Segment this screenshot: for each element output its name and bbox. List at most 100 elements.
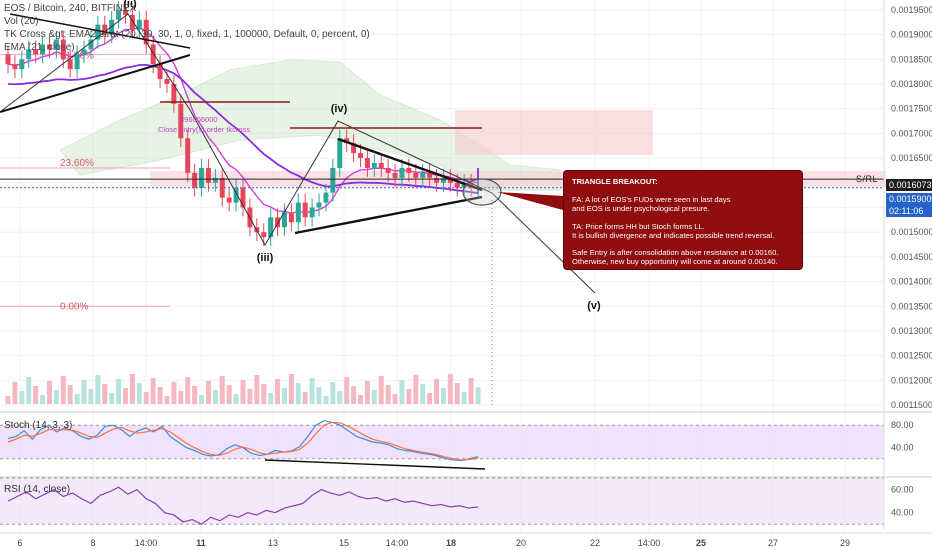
candle-body (185, 138, 191, 173)
chart-legend: EOS / Bitcoin, 240, BITFINEX Vol (20) TK… (4, 2, 370, 54)
time-tick-label: 8 (90, 538, 95, 548)
volume-bar (440, 388, 446, 404)
wedge-line (0, 54, 191, 113)
stoch-band (0, 425, 884, 459)
candle-body (60, 39, 66, 60)
stoch-tick-label: 40.00 (891, 443, 914, 453)
time-tick-label: 29 (840, 538, 850, 548)
fib-label: 0.00% (60, 301, 88, 312)
volume-bar (33, 386, 39, 404)
candle-body (116, 9, 122, 20)
time-tick-label: 20 (516, 538, 526, 548)
time-tick-label: 25 (696, 538, 706, 548)
time-tick-label: 11 (196, 538, 206, 548)
candle-body (171, 83, 177, 104)
ema-label[interactable]: EMA (21, close) (4, 42, 75, 53)
volume-bars (5, 374, 481, 404)
wedge-line (9, 13, 191, 49)
candle-body (88, 39, 94, 50)
volume-bar (378, 376, 384, 404)
candle-body (81, 49, 87, 55)
volume-bar (178, 391, 184, 404)
volume-bar (392, 394, 398, 404)
volume-bar (281, 388, 287, 404)
time-axis: 6 8 14:00 11 13 15 14:00 18 20 22 14:00 25 27 29 (0, 532, 932, 548)
candle-body (281, 212, 287, 228)
volume-bar (427, 393, 433, 404)
volume-bar (219, 376, 225, 404)
symbol-title[interactable]: EOS / Bitcoin, 240, BITFINEX (4, 3, 137, 14)
candle-body (123, 9, 128, 15)
time-tick-label: 18 (446, 538, 456, 548)
volume-bar (316, 387, 322, 404)
candle-body (434, 177, 440, 183)
fib-label: 23.60% (60, 158, 94, 169)
triangle-lower-line (294, 195, 483, 235)
stoch-pane-label[interactable]: Stoch (14, 3, 3) (4, 420, 73, 431)
volume-bar (461, 392, 467, 404)
candle-body (316, 202, 322, 208)
rsi-pane-label[interactable]: RSI (14, close) (4, 484, 71, 495)
stoch-divergence-line (264, 459, 486, 470)
volume-bar (46, 381, 52, 404)
volume-bar (275, 379, 281, 404)
candle-body (440, 177, 446, 183)
slow-ma-line (7, 64, 479, 195)
vol-indicator-label[interactable]: Vol (20) (4, 16, 39, 27)
candle-body (19, 59, 25, 70)
volume-bar (226, 385, 232, 404)
breakout-ellipse (462, 178, 502, 206)
rsi-pane (0, 476, 932, 525)
volume-bar (53, 390, 59, 404)
last-price-tag: 0.00159000 (886, 193, 932, 205)
candle-body (5, 54, 11, 65)
volume-bar (123, 388, 128, 404)
volume-bar (143, 392, 149, 404)
volume-bar (247, 389, 253, 404)
candle-body (323, 192, 329, 203)
callout-line: It is bullish divergence and indicates p… (572, 230, 775, 240)
volume-bar (40, 395, 46, 404)
candle-body (199, 167, 205, 188)
volume-bar (109, 393, 115, 404)
volume-bar (309, 378, 315, 404)
rsi-band (0, 478, 884, 525)
volume-bar (129, 374, 135, 404)
candle-body (344, 138, 350, 144)
wave-label: (iii) (257, 252, 274, 264)
candle-body (302, 202, 308, 218)
strategy-label[interactable]: TK Cross &gt; EMA2 strat (20, 30, 30, 1,… (4, 29, 370, 40)
callout-fa: FA: A lot of EOS's FUDs were seen in las… (572, 195, 794, 213)
volume-bar (371, 390, 377, 404)
candle-body (351, 143, 357, 154)
candle-body (447, 177, 453, 183)
volume-bar (420, 384, 426, 404)
candle-body (454, 182, 460, 188)
candle-body (74, 54, 80, 70)
callout-line: Otherwise, new buy opportunity will come… (572, 257, 778, 267)
strategy-order-label: #96006000 (180, 115, 218, 124)
volume-bar (12, 382, 18, 404)
triangle-upper-line (337, 137, 483, 192)
candle-body (150, 44, 156, 65)
volume-bar (254, 375, 260, 404)
candle-body (385, 167, 391, 173)
fib-levels: 23.60%0.00%61.80% (0, 50, 170, 312)
callout-title: TRIANGLE BREAKOUT: (572, 177, 658, 186)
volume-bar (205, 381, 211, 404)
analysis-callout[interactable]: TRIANGLE BREAKOUT: FA: A lot of EOS's FU… (563, 170, 803, 270)
volume-bar (351, 386, 357, 404)
time-tick-label: 15 (339, 538, 349, 548)
volume-bar (413, 375, 419, 404)
callout-line: and EOS is under psychological presure. (572, 204, 710, 214)
time-tick-label: 14:00 (638, 538, 661, 548)
candle-body (205, 167, 211, 183)
callout-line: Safe Entry is after consolidation above … (572, 248, 779, 258)
candle-body (295, 202, 301, 223)
